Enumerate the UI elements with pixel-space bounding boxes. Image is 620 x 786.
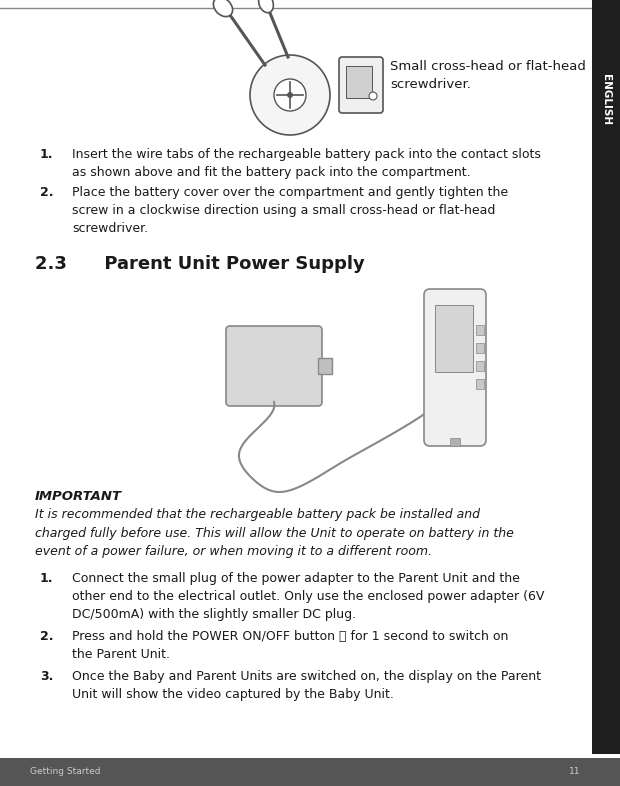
Bar bbox=[450, 438, 460, 446]
Text: Press and hold the POWER ON/OFF button ⏻ for 1 second to switch on
the Parent Un: Press and hold the POWER ON/OFF button ⏻… bbox=[72, 630, 508, 661]
Text: Connect the small plug of the power adapter to the Parent Unit and the
other end: Connect the small plug of the power adap… bbox=[72, 572, 544, 621]
Bar bbox=[435, 305, 473, 372]
Ellipse shape bbox=[213, 0, 232, 17]
Text: 1.: 1. bbox=[40, 572, 53, 585]
Circle shape bbox=[250, 55, 330, 135]
Text: 1.: 1. bbox=[40, 148, 53, 161]
Text: 3.: 3. bbox=[40, 670, 53, 683]
Text: ENGLISH: ENGLISH bbox=[601, 75, 611, 126]
Text: 2.: 2. bbox=[40, 630, 53, 643]
FancyBboxPatch shape bbox=[424, 289, 486, 446]
Text: 11: 11 bbox=[569, 767, 580, 777]
Bar bbox=[592, 0, 620, 754]
Text: Insert the wire tabs of the rechargeable battery pack into the contact slots
as : Insert the wire tabs of the rechargeable… bbox=[72, 148, 541, 179]
Ellipse shape bbox=[259, 0, 273, 13]
Text: It is recommended that the rechargeable battery pack be installed and
charged fu: It is recommended that the rechargeable … bbox=[35, 508, 514, 558]
Text: Place the battery cover over the compartment and gently tighten the
screw in a c: Place the battery cover over the compart… bbox=[72, 186, 508, 235]
Text: 2.3      Parent Unit Power Supply: 2.3 Parent Unit Power Supply bbox=[35, 255, 365, 273]
Circle shape bbox=[274, 79, 306, 111]
Bar bbox=[476, 361, 484, 371]
Bar bbox=[346, 66, 372, 98]
Bar bbox=[476, 379, 484, 389]
Text: 2.: 2. bbox=[40, 186, 53, 199]
Text: Once the Baby and Parent Units are switched on, the display on the Parent
Unit w: Once the Baby and Parent Units are switc… bbox=[72, 670, 541, 701]
Text: Getting Started: Getting Started bbox=[30, 767, 100, 777]
Circle shape bbox=[287, 92, 293, 98]
Bar bbox=[318, 358, 332, 374]
FancyBboxPatch shape bbox=[339, 57, 383, 113]
Text: IMPORTANT: IMPORTANT bbox=[35, 490, 122, 503]
Circle shape bbox=[369, 92, 377, 100]
Bar bbox=[476, 343, 484, 353]
Bar bbox=[476, 325, 484, 335]
FancyBboxPatch shape bbox=[226, 326, 322, 406]
Bar bbox=[0, 758, 620, 786]
Text: Small cross-head or flat-head
screwdriver.: Small cross-head or flat-head screwdrive… bbox=[390, 60, 586, 91]
